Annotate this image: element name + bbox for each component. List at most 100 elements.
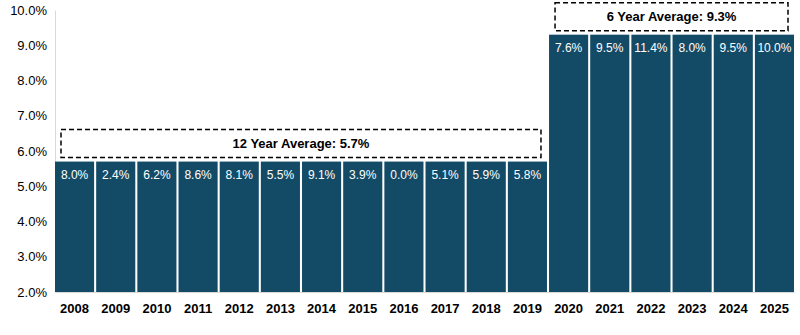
bar [96, 162, 135, 292]
y-tick-label: 6.0% [17, 144, 47, 159]
y-tick-label: 8.0% [17, 73, 47, 88]
x-tick-label: 2016 [389, 301, 418, 316]
y-tick-label: 2.0% [17, 285, 47, 300]
y-tick-label: 3.0% [17, 249, 47, 264]
bar-label: 9.5% [720, 41, 748, 55]
y-tick-label: 9.0% [17, 38, 47, 53]
bar-label: 5.8% [514, 168, 542, 182]
bar-label: 10.0% [757, 41, 791, 55]
y-tick: 6.0% [17, 144, 55, 159]
x-tick: 2020 [554, 292, 583, 316]
x-tick: 2017 [431, 292, 460, 316]
bar-label: 9.1% [308, 168, 336, 182]
y-tick: 8.0% [17, 73, 55, 88]
bars [55, 35, 794, 292]
bar-label: 8.6% [184, 168, 212, 182]
bar [55, 162, 94, 292]
y-tick: 9.0% [17, 38, 55, 53]
bar-label: 8.1% [226, 168, 254, 182]
bar [343, 162, 382, 292]
x-tick: 2010 [142, 292, 171, 316]
y-tick-label: 7.0% [17, 108, 47, 123]
bar-labels: 8.0% 2.4% 6.2% 8.6% 8.1% 5.5% 9.1% 3.9% 0.0% 5.1%… [61, 41, 792, 182]
y-tick: 5.0% [17, 179, 55, 194]
bar-label: 11.4% [634, 41, 667, 55]
bar-label: 5.5% [267, 168, 295, 182]
x-tick: 2018 [472, 292, 501, 316]
annotation-text: 12 Year Average: 5.7% [233, 136, 370, 151]
bar [549, 35, 588, 292]
x-tick: 2013 [266, 292, 295, 316]
x-tick-label: 2008 [60, 301, 89, 316]
x-tick: 2019 [513, 292, 542, 316]
x-tick: 2022 [636, 292, 665, 316]
x-tick: 2023 [678, 292, 707, 316]
x-tick: 2024 [719, 292, 749, 316]
y-tick-label: 5.0% [17, 179, 47, 194]
x-tick: 2009 [101, 292, 130, 316]
x-tick: 2015 [348, 292, 377, 316]
bar-label: 3.9% [349, 168, 377, 182]
bar [261, 162, 300, 292]
y-tick: 2.0% [17, 285, 55, 300]
bar [426, 162, 465, 292]
bar-label: 0.0% [390, 168, 418, 182]
x-tick: 2025 [760, 292, 789, 316]
y-tick: 3.0% [17, 249, 55, 264]
chart: 2.0% 3.0% 4.0% 5.0% 6.0% 7.0% 8.0% 9.0% 10.0% 200… [0, 0, 800, 335]
x-tick: 2021 [595, 292, 624, 316]
y-tick: 10.0% [10, 3, 55, 18]
x-tick-label: 2017 [431, 301, 460, 316]
x-tick-label: 2022 [636, 301, 665, 316]
annotation-box [61, 130, 541, 158]
x-tick-label: 2013 [266, 301, 295, 316]
annotation-text: 6 Year Average: 9.3% [607, 9, 737, 24]
x-tick: 2008 [60, 292, 89, 316]
annotation-box [555, 3, 788, 31]
bar [631, 35, 670, 292]
bar [714, 35, 753, 292]
x-tick-label: 2010 [142, 301, 171, 316]
bar-label: 7.6% [555, 41, 583, 55]
x-tick-label: 2014 [307, 301, 337, 316]
bar [137, 162, 176, 292]
x-tick-label: 2025 [760, 301, 789, 316]
x-tick-label: 2012 [225, 301, 254, 316]
x-tick-label: 2021 [595, 301, 624, 316]
bar [302, 162, 341, 292]
bar-label: 6.2% [143, 168, 171, 182]
y-tick-label: 4.0% [17, 214, 47, 229]
bar-label: 2.4% [102, 168, 130, 182]
y-tick: 4.0% [17, 214, 55, 229]
x-tick: 2016 [389, 292, 418, 316]
x-tick-label: 2009 [101, 301, 130, 316]
bar [508, 162, 547, 292]
bar-label: 5.9% [473, 168, 501, 182]
x-tick: 2012 [225, 292, 254, 316]
y-tick-label: 10.0% [10, 3, 47, 18]
bar [467, 162, 506, 292]
x-tick: 2011 [184, 292, 212, 316]
bar-label: 8.0% [61, 168, 89, 182]
x-tick-label: 2023 [678, 301, 707, 316]
x-axis-line [56, 292, 795, 293]
bar-label: 8.0% [678, 41, 706, 55]
bar [673, 35, 712, 292]
x-tick-label: 2020 [554, 301, 583, 316]
bar [179, 162, 218, 292]
y-axis: 2.0% 3.0% 4.0% 5.0% 6.0% 7.0% 8.0% 9.0% 10.0% [10, 3, 55, 300]
x-tick-label: 2024 [719, 301, 749, 316]
x-tick-label: 2015 [348, 301, 377, 316]
plot: 2.0% 3.0% 4.0% 5.0% 6.0% 7.0% 8.0% 9.0% 10.0% 200… [10, 3, 794, 317]
bar [220, 162, 259, 292]
bar [384, 162, 423, 292]
bar [590, 35, 629, 292]
x-axis: 2008 2009 2010 2011 2012 2013 2014 2015 2016 2017… [56, 292, 795, 316]
bar-label: 5.1% [431, 168, 459, 182]
x-tick-label: 2019 [513, 301, 542, 316]
y-tick: 7.0% [17, 108, 55, 123]
bar-label: 9.5% [596, 41, 624, 55]
annotations: 12 Year Average: 5.7% 6 Year Average: 9.3… [61, 3, 788, 158]
x-tick: 2014 [307, 292, 337, 316]
bar [755, 35, 794, 292]
